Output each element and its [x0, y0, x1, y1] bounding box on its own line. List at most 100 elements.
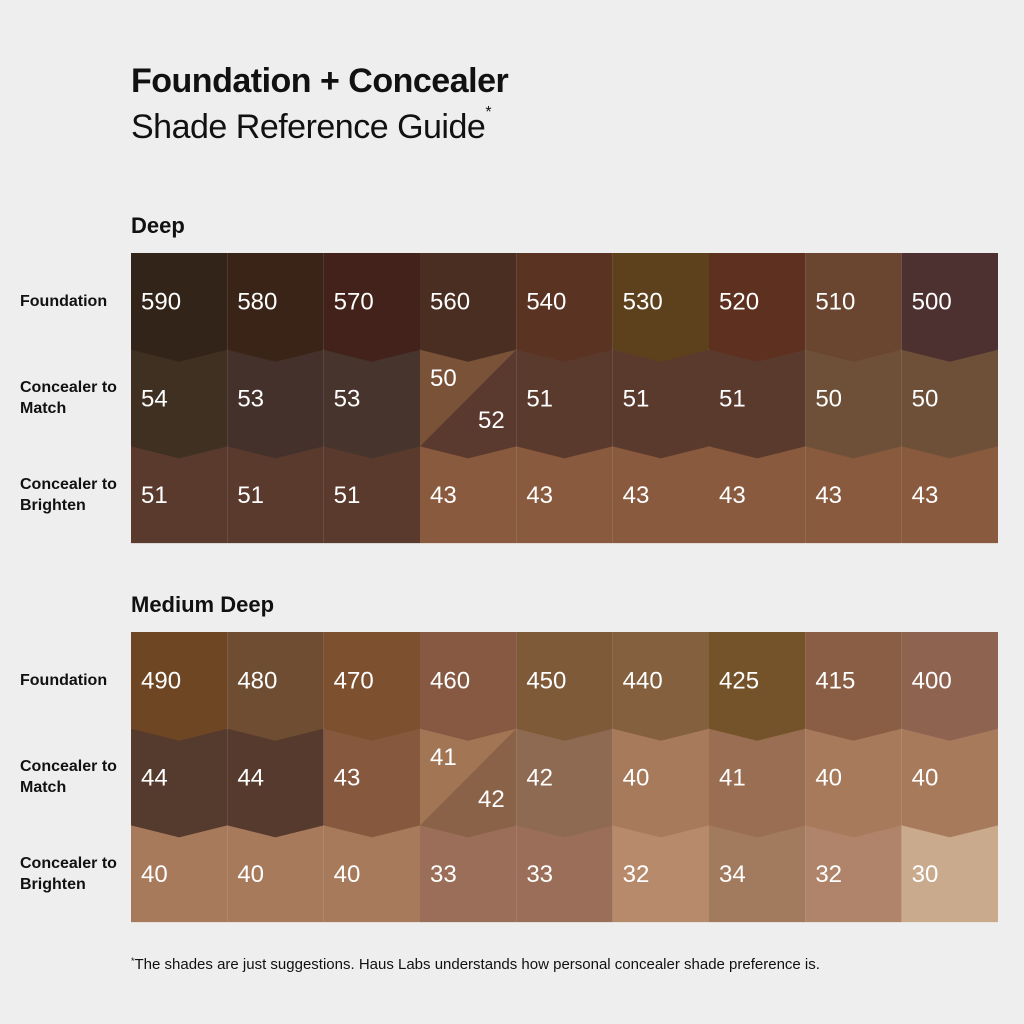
shade-label: 425	[719, 668, 759, 695]
shade-cell	[323, 446, 420, 544]
shade-label: 40	[623, 764, 650, 791]
shade-cell	[516, 253, 613, 362]
shade-label: 50	[430, 365, 457, 392]
shade-label: 51	[334, 482, 361, 509]
shade-label: 40	[334, 861, 361, 888]
shade-cell	[709, 825, 806, 923]
shade-cell	[420, 446, 517, 544]
shade-label: 32	[623, 861, 650, 888]
shade-label: 40	[815, 764, 842, 791]
shade-label: 43	[719, 482, 746, 509]
shade-label: 43	[334, 764, 361, 791]
shade-label: 480	[237, 668, 277, 695]
shade-cell	[420, 632, 517, 741]
shade-cell	[709, 446, 806, 544]
shade-label: 490	[141, 668, 181, 695]
shade-cell	[420, 349, 517, 447]
subtitle-text: Shade Reference Guide	[131, 108, 486, 146]
shade-cell	[901, 728, 998, 838]
shade-cell	[516, 825, 613, 923]
shade-label: 43	[623, 482, 650, 509]
shade-cell	[516, 632, 613, 741]
shade-label: 400	[912, 668, 952, 695]
shade-cell	[516, 728, 613, 838]
shade-label: 41	[719, 764, 746, 791]
subtitle: Shade Reference Guide*	[131, 104, 492, 147]
shade-cell	[323, 728, 420, 838]
shade-label: 40	[237, 861, 264, 888]
shade-label: 51	[526, 385, 553, 412]
shade-cell	[709, 253, 806, 362]
shade-cell	[805, 446, 902, 544]
shade-label: 41	[430, 744, 457, 771]
shade-cell	[227, 446, 324, 544]
shade-cell	[709, 728, 806, 838]
shade-cell	[805, 728, 902, 838]
shade-label: 415	[815, 668, 855, 695]
shade-label: 560	[430, 289, 470, 316]
shade-cell	[131, 446, 228, 544]
shade-label: 50	[815, 385, 842, 412]
shade-cell	[612, 825, 709, 923]
shade-label: 43	[912, 482, 939, 509]
footnote-text: The shades are just suggestions. Haus La…	[134, 956, 820, 973]
shade-cell	[323, 632, 420, 741]
shade-label: 43	[526, 482, 553, 509]
shade-label: 51	[719, 385, 746, 412]
shade-cell	[901, 825, 998, 923]
shade-cell	[323, 349, 420, 459]
subtitle-mark: *	[485, 104, 492, 121]
row-label: Concealer to Brighten	[20, 475, 117, 514]
shade-cell	[805, 632, 902, 741]
shade-cell	[420, 825, 517, 923]
footnote: *The shades are just suggestions. Haus L…	[131, 956, 820, 973]
shade-label: 42	[478, 786, 505, 813]
shade-cell	[131, 728, 228, 838]
shade-label: 570	[334, 289, 374, 316]
shade-cell	[612, 349, 709, 459]
shade-cell	[612, 632, 709, 741]
shade-cell	[516, 349, 613, 459]
shade-cell	[227, 728, 324, 838]
shade-label: 43	[430, 482, 457, 509]
shade-label: 530	[623, 289, 663, 316]
shade-cell	[805, 253, 902, 362]
shade-cell	[227, 349, 324, 459]
shade-label: 470	[334, 668, 374, 695]
row-label: Concealer to Match	[20, 758, 117, 797]
shade-cell	[709, 632, 806, 741]
row-label: Concealer to Brighten	[20, 854, 117, 893]
shade-label: 33	[430, 861, 457, 888]
shade-cell	[131, 253, 228, 362]
shade-label: 590	[141, 289, 181, 316]
shade-cell	[227, 632, 324, 741]
shade-label: 42	[526, 764, 553, 791]
shade-cell	[901, 446, 998, 544]
shade-label: 53	[237, 385, 264, 412]
shade-cell	[131, 632, 228, 741]
shade-label: 44	[237, 764, 264, 791]
shade-label: 52	[478, 407, 505, 434]
shade-cell	[805, 349, 902, 459]
shade-label: 51	[237, 482, 264, 509]
shade-cell	[612, 728, 709, 838]
title: Foundation + Concealer	[131, 62, 509, 100]
shade-label: 54	[141, 385, 168, 412]
shade-label: 43	[815, 482, 842, 509]
section-title: Medium Deep	[131, 592, 275, 617]
shade-label: 51	[623, 385, 650, 412]
footnote-mark: *	[131, 956, 135, 966]
shade-cell	[612, 446, 709, 544]
section-title: Deep	[131, 213, 185, 238]
row-label: Concealer to Match	[20, 379, 117, 418]
shade-label: 33	[526, 861, 553, 888]
shade-label: 32	[815, 861, 842, 888]
shade-cell	[612, 253, 709, 362]
shade-label: 540	[526, 289, 566, 316]
shade-label: 44	[141, 764, 168, 791]
shade-label: 50	[912, 385, 939, 412]
shade-cell	[709, 349, 806, 459]
shade-label: 510	[815, 289, 855, 316]
